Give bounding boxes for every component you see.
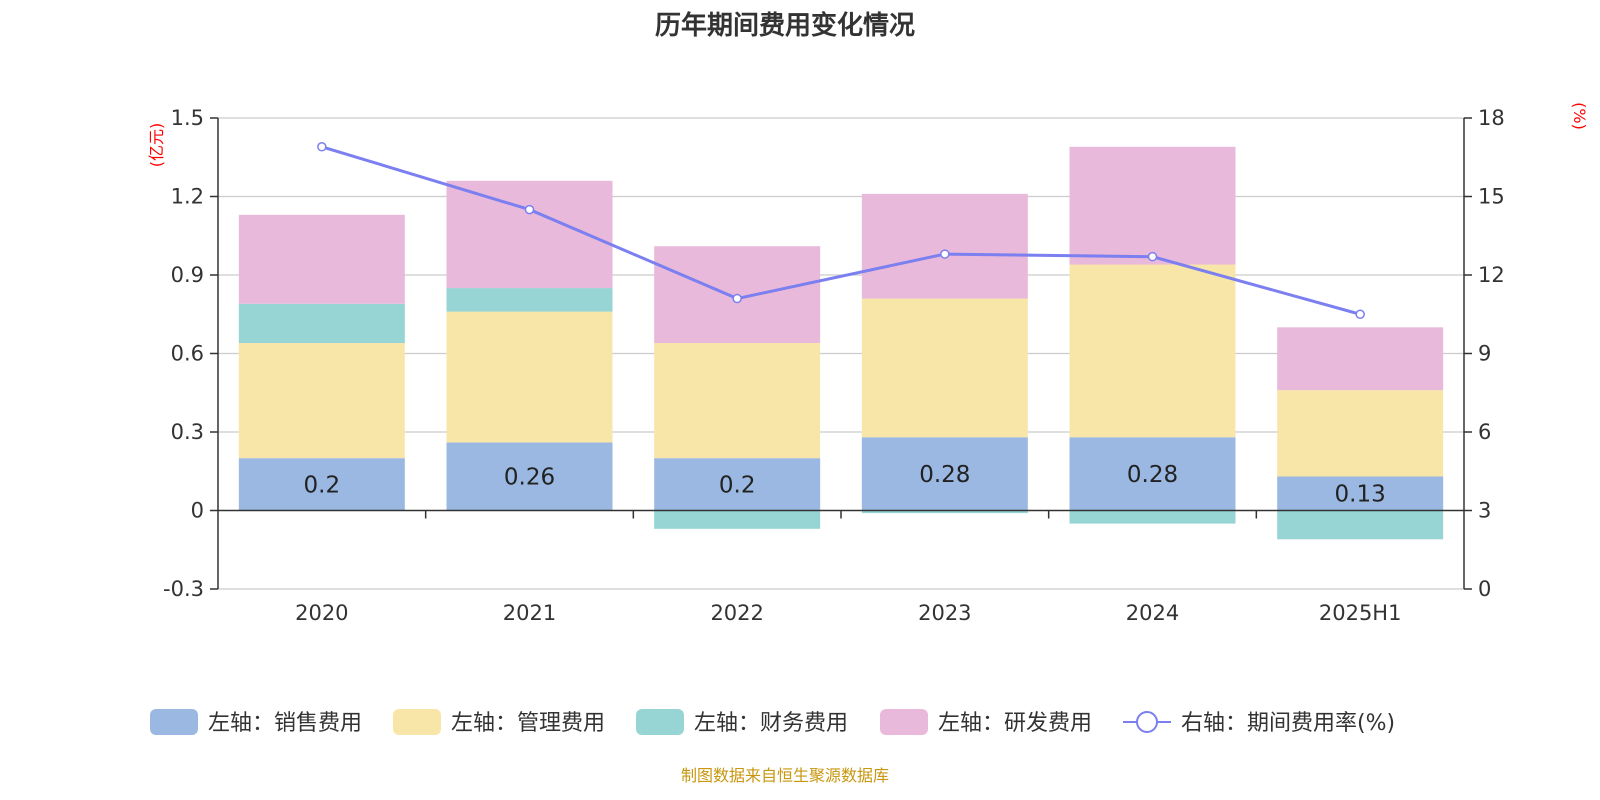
right-axis-tick-label: 0 bbox=[1478, 577, 1491, 601]
right-axis-tick-label: 18 bbox=[1478, 106, 1505, 130]
bar-segment bbox=[1069, 437, 1236, 511]
right-axis-tick-label: 12 bbox=[1478, 263, 1505, 287]
bar-segment bbox=[1069, 264, 1236, 438]
bar-segment bbox=[446, 311, 613, 443]
bar-segment bbox=[861, 510, 1028, 514]
left-axis-tick-label: 0 bbox=[191, 499, 204, 523]
right-axis-tick-label: 9 bbox=[1478, 342, 1491, 366]
rate-point bbox=[317, 142, 327, 152]
bar-segment bbox=[861, 193, 1028, 299]
category-label: 2022 bbox=[710, 601, 763, 625]
left-axis-tick-label: 0.9 bbox=[171, 263, 204, 287]
left-axis-tick-label: 0.6 bbox=[171, 342, 204, 366]
rate-point bbox=[940, 249, 950, 259]
bar-segment bbox=[1277, 390, 1444, 477]
rate-point bbox=[732, 293, 742, 304]
category-label: 2024 bbox=[1126, 601, 1179, 625]
bar-segment bbox=[238, 458, 405, 511]
legend-label: 左轴：管理费用 bbox=[451, 711, 605, 736]
category-label: 2025H1 bbox=[1319, 601, 1402, 625]
legend-label: 右轴：期间费用率(%) bbox=[1181, 711, 1395, 736]
bar-value-label: 0.2 bbox=[304, 472, 341, 498]
source-note: 制图数据来自恒生聚源数据库 bbox=[681, 766, 889, 785]
bar-segment bbox=[446, 288, 613, 312]
right-axis-tick-label: 15 bbox=[1478, 185, 1505, 209]
left-axis-tick-label: 1.5 bbox=[171, 106, 204, 130]
bar-segment bbox=[1277, 476, 1444, 511]
rate-line-path bbox=[321, 145, 1361, 316]
bar-segment bbox=[861, 437, 1028, 511]
legend-label: 左轴：研发费用 bbox=[938, 711, 1092, 736]
bar-value-label: 0.13 bbox=[1335, 481, 1386, 507]
legend-swatch bbox=[150, 709, 198, 735]
bar-value-label: 0.26 bbox=[504, 464, 555, 490]
bar-segment bbox=[1069, 510, 1236, 524]
bar-segment bbox=[654, 343, 821, 459]
grid-lines bbox=[218, 117, 1464, 590]
bar-segment bbox=[238, 214, 405, 304]
legend-swatch bbox=[880, 709, 928, 735]
chart-title: 历年期间费用变化情况 bbox=[655, 10, 915, 41]
legend-line-marker bbox=[1136, 711, 1158, 733]
right-axis-tick-label: 3 bbox=[1478, 499, 1491, 523]
bars bbox=[238, 146, 1444, 540]
category-label: 2020 bbox=[295, 601, 348, 625]
bar-segment bbox=[1277, 510, 1444, 540]
legend-label: 左轴：销售费用 bbox=[208, 711, 362, 736]
legend-label: 左轴：财务费用 bbox=[694, 711, 848, 736]
rate-line bbox=[317, 142, 1365, 319]
left-axis-tick-label: 1.2 bbox=[171, 185, 204, 209]
bar-labels: 0.2 0.26 0.2 0.28 0.28 0.13 bbox=[304, 462, 1386, 508]
legend-swatch bbox=[636, 709, 684, 735]
left-axis-tick-label: 0.3 bbox=[171, 420, 204, 444]
bar-value-label: 0.2 bbox=[719, 472, 756, 498]
legend-swatch bbox=[393, 709, 441, 735]
category-label: 2021 bbox=[503, 601, 556, 625]
bar-value-label: 0.28 bbox=[919, 462, 970, 488]
right-axis-unit: (%) bbox=[1570, 102, 1589, 130]
bar-segment bbox=[446, 442, 613, 511]
axes: -0.3 0 0.3 0.6 0.9 1.2 1.5 0 3 6 9 12 15 18 2020 2021 20… bbox=[163, 106, 1505, 625]
bar-segment bbox=[654, 458, 821, 511]
bar-segment bbox=[654, 510, 821, 529]
right-axis-tick-label: 6 bbox=[1478, 420, 1491, 444]
rate-point bbox=[1355, 309, 1365, 319]
bar-segment bbox=[238, 343, 405, 459]
left-axis-tick-label: -0.3 bbox=[163, 577, 204, 601]
bar-segment bbox=[1069, 146, 1236, 265]
category-label: 2023 bbox=[918, 601, 971, 625]
rate-point bbox=[524, 204, 535, 215]
legend: 左轴：销售费用 左轴：管理费用 左轴：财务费用 左轴：研发费用 右轴：期间费用率(%) bbox=[150, 709, 1395, 736]
left-axis-unit: (亿元) bbox=[147, 123, 166, 168]
bar-value-label: 0.28 bbox=[1127, 462, 1178, 488]
rate-point bbox=[1147, 251, 1158, 262]
bar-segment bbox=[238, 303, 405, 344]
bar-segment bbox=[861, 298, 1028, 438]
bar-segment bbox=[1277, 327, 1444, 391]
